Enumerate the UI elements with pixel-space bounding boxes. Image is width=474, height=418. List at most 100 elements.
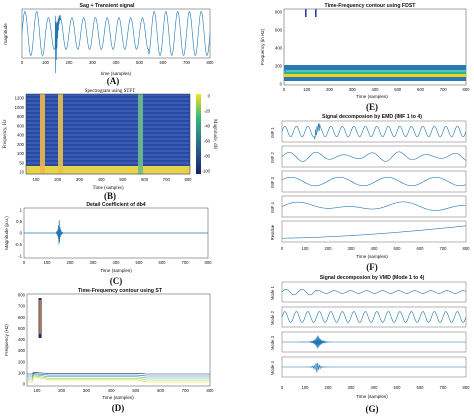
panel-b-row-9 [26,112,190,115]
panel-b-ytick-3: 600 [17,123,25,128]
panel-f-series-0 [281,123,467,140]
panel-g-xtick-200: 200 [325,385,333,390]
panel-b-row-0 [26,94,190,97]
panel-b-ytick-8: 10 [19,170,24,175]
panel-b-row-2 [26,98,190,101]
panel-f-xtick-700: 700 [440,246,448,251]
panel-d-ytick-8: 0 [23,382,26,387]
panel-g-xtick-300: 300 [348,385,356,390]
panel-e-contour [284,9,466,81]
panel-d-xlabel: Time (samples) [102,395,134,400]
panel-g-label-1: Mode 2 [270,310,275,325]
panel-b-xtick-800: 800 [185,177,193,182]
panel-c-xtick-200: 200 [67,260,75,265]
panel-e-xtick-0: 0 [283,87,286,92]
panel-b-row-13 [26,120,190,123]
panel-c-xtick-700: 700 [182,260,190,265]
panel-b-row-32 [26,158,190,161]
panel-e-yellow-band [284,74,466,77]
panel-b-row-25 [26,144,190,147]
panel-d-spike-core [39,300,41,334]
panel-b-colorbar [196,94,201,174]
panel-b-frame [25,93,191,175]
panel-b-colorbar-ticks: 0 -20 -40 -60 -80 -100 [202,94,211,174]
panel-b-row-4 [26,102,190,105]
panel-b-xticks: 100 200 300 400 500 600 700 800 [33,177,193,182]
panel-f-xtick-200: 200 [325,246,333,251]
panel-b-ylabel: Frequency, Hz [3,119,8,149]
panel-c-ytick-4: -1 [18,254,22,259]
panel-c-title: Detail Coefficient of db4 [86,202,145,208]
panel-f-xtick-300: 300 [348,246,356,251]
panel-b-ytick-7: 50 [19,160,24,165]
panel-b-ytick-0: 1200 [15,96,25,101]
panel-g-label-0: Mode 1 [270,285,275,300]
panel-e-teal-band [284,70,466,74]
panel-a-xtick-200: 200 [66,60,74,65]
panel-c-yticks: 1 0.5 0 -0.5 -1 [15,208,23,259]
panel-b-cbar-ytick-1: -20 [204,109,211,114]
panel-c-xtick-100: 100 [44,260,52,265]
panel-a-xtick-400: 400 [113,60,121,65]
panel-e-xtick-500: 500 [394,87,402,92]
panel-f-xtick-500: 500 [394,246,402,251]
panel-b-row-6 [26,106,190,109]
panel-d-ytick-7: 100 [18,370,26,375]
panel-d-xticks: 100 200 300 400 500 600 700 800 [34,388,215,393]
panel-d-caption: (D) [112,403,125,413]
panel-b-xtick-200: 200 [54,177,62,182]
panel-b-row-23 [26,140,190,143]
panel-f-xtick-800: 800 [463,246,471,251]
panel-b-row-29 [26,152,190,155]
panel-b-row-1 [26,96,190,99]
panel-b-lowfreq-band [26,166,190,174]
panel-f-axes-4 [281,220,467,243]
panel-b-row-10 [26,114,190,117]
panel-f-series-2 [281,176,467,187]
panel-a-xtick-0: 0 [21,60,24,65]
panel-a-xtick-700: 700 [183,60,191,65]
panel-f-xtick-100: 100 [302,246,310,251]
panel-b-row-7 [26,108,190,111]
panel-g-caption: (G) [366,404,379,414]
panel-b-row-14 [26,122,190,125]
panel-c-xticks: 0 100 200 300 400 500 600 700 800 [23,260,212,265]
panel-d-ytick-3: 500 [18,326,26,331]
panel-c-spike [55,220,64,245]
panel-e-xlabel: Time (samples) [356,94,388,99]
panel-f-xtick-400: 400 [371,246,379,251]
panel-b-row-21 [26,136,190,139]
panel-g-xtick-800: 800 [463,385,471,390]
panel-b-xtick-400: 400 [98,177,106,182]
panel-d-contour-2 [27,374,210,379]
panel-c-signal [24,220,208,245]
panel-d-axes [26,293,211,387]
panel-e-xtick-400: 400 [372,87,380,92]
panel-b-ytick-5: 200 [17,142,25,147]
panel-b-title: Spectrogram using STFT [85,89,136,94]
panel-e-xtick-200: 200 [326,87,334,92]
panel-e-ytick-3: 200 [275,64,283,69]
panel-a-xtick-100: 100 [42,60,50,65]
panel-f-label-4: Residue [270,224,275,240]
panel-a-caption: (A) [107,76,120,86]
panel-g-series-3 [282,362,466,373]
panel-e-ylabel: Frequency (in Hz) [260,28,265,65]
panel-e-xtick-600: 600 [417,87,425,92]
panel-b-cbar-ytick-4: -80 [204,154,211,159]
panel-b-caption: (B) [104,191,116,201]
panel-b-energy-column-0 [40,94,45,174]
panel-d-xtick-100: 100 [34,388,42,393]
panel-f-label-0: IMF 1 [270,126,275,137]
panel-f-axes-3 [281,195,467,218]
panel-f-xticks: 0 100 200 300 400 500 600 700 800 [281,246,470,251]
panel-f-subplots: IMF 1 IMF 2 IMF 3 IMF 4 Residue [270,120,467,243]
panel-a-signal-line [21,11,211,74]
panel-d-contour-1 [27,373,210,377]
panel-c-xtick-400: 400 [113,260,121,265]
panel-b-row-30 [26,154,190,157]
panel-d-contour [27,298,210,383]
panel-e-ytick-1: 600 [275,28,283,33]
panel-b-row-17 [26,128,190,131]
panel-b-xlabel: Time (samples) [92,186,123,191]
